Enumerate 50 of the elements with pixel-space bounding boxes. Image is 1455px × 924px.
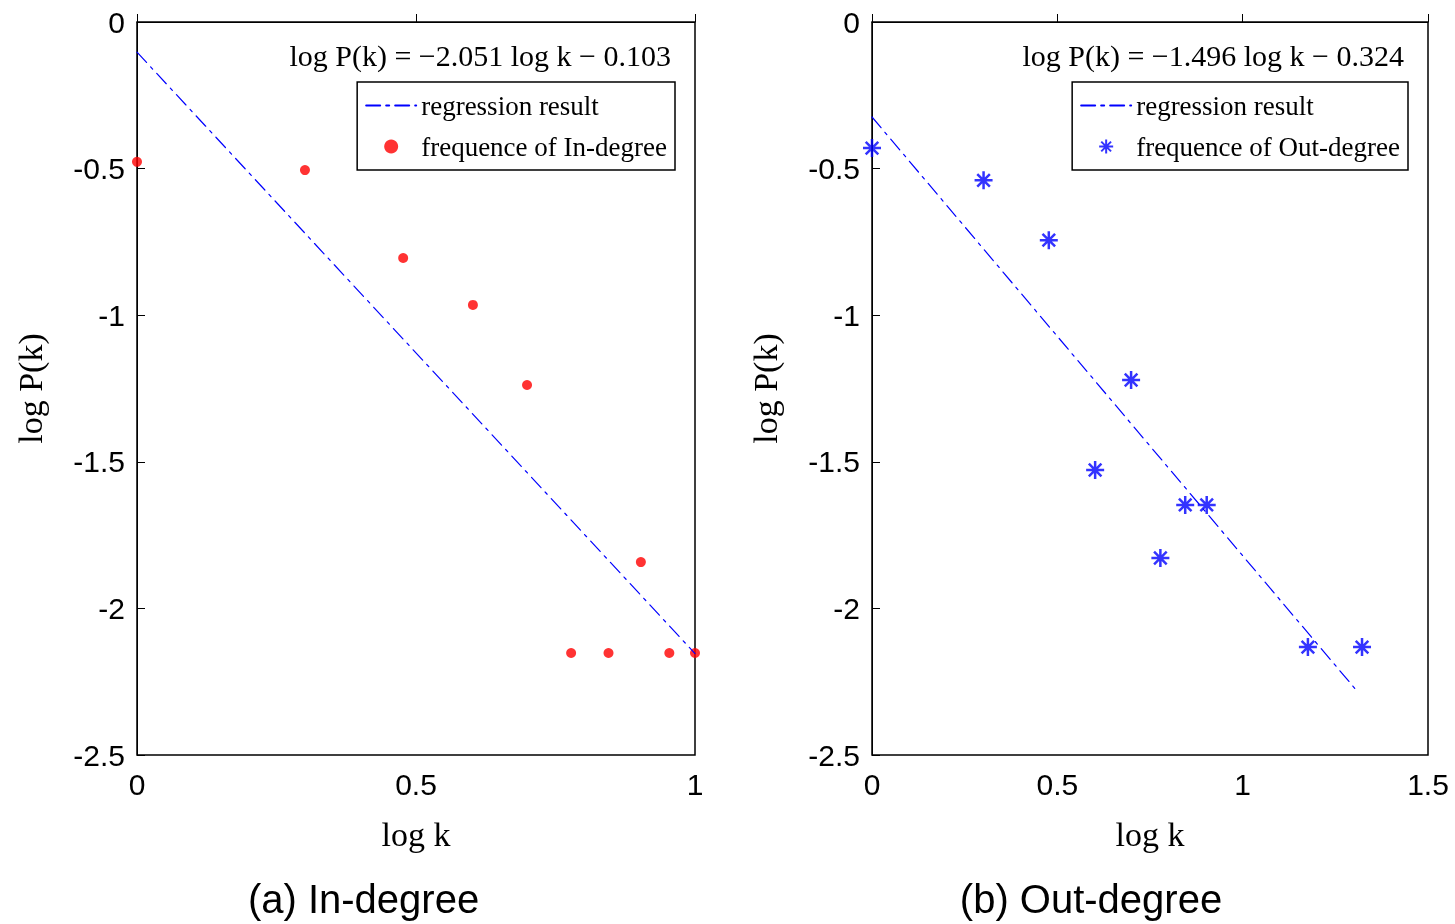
y-axis-title: log P(k) <box>11 333 50 444</box>
point <box>1150 547 1171 569</box>
x-tick-label: 0.5 <box>395 767 437 801</box>
x-axis-title: log k <box>1115 815 1185 853</box>
y-tick-label: -1 <box>833 298 860 332</box>
x-tick-label: 1.5 <box>1407 767 1449 801</box>
x-tick-label: 1 <box>1234 767 1252 801</box>
text: (b) Out-degree <box>959 877 1223 921</box>
point <box>1174 494 1196 516</box>
y-tick-label: -1.5 <box>73 445 125 479</box>
point <box>1084 459 1106 481</box>
y-tick-label: -2 <box>833 591 860 625</box>
point <box>566 647 577 658</box>
point <box>1297 636 1319 658</box>
point <box>1351 636 1373 658</box>
point <box>973 170 994 191</box>
point <box>398 253 409 264</box>
point <box>299 165 310 176</box>
y-tick-label: 0 <box>108 5 125 39</box>
y-tick-label: -1.5 <box>808 445 860 479</box>
point <box>635 557 646 568</box>
legend-label: regression result <box>1136 90 1315 121</box>
point <box>132 156 142 167</box>
y-tick-label: -2.5 <box>808 738 860 772</box>
annotation: log P(k) = −2.051 log k − 0.103 <box>289 38 671 73</box>
point <box>1038 229 1060 251</box>
point <box>1120 369 1142 391</box>
point <box>664 647 675 658</box>
point <box>1196 494 1217 516</box>
annotation: log P(k) = −1.496 log k − 0.324 <box>1022 38 1404 73</box>
point <box>467 299 478 310</box>
text: (a) In-degree <box>247 877 480 921</box>
y-tick-label: -1 <box>98 298 125 332</box>
x-tick-label: 0 <box>128 767 146 801</box>
legend-label: frequence of Out-degree <box>1136 131 1401 162</box>
y-tick-label: -0.5 <box>73 152 125 186</box>
y-axis-title: log P(k) <box>746 333 785 444</box>
point <box>861 137 883 159</box>
y-tick-label: -2.5 <box>73 738 125 772</box>
x-tick-label: 0.5 <box>1036 767 1079 801</box>
legend-label: frequence of In-degree <box>421 131 668 162</box>
point <box>603 647 614 658</box>
y-tick-label: 0 <box>843 5 860 39</box>
x-axis-title: log k <box>381 815 451 853</box>
y-tick-label: -2 <box>98 591 125 625</box>
x-tick-label: 1 <box>686 767 704 801</box>
y-tick-label: -0.5 <box>808 152 860 186</box>
legend-label: regression result <box>421 90 600 121</box>
x-tick-label: 0 <box>863 767 881 801</box>
point <box>522 379 533 390</box>
